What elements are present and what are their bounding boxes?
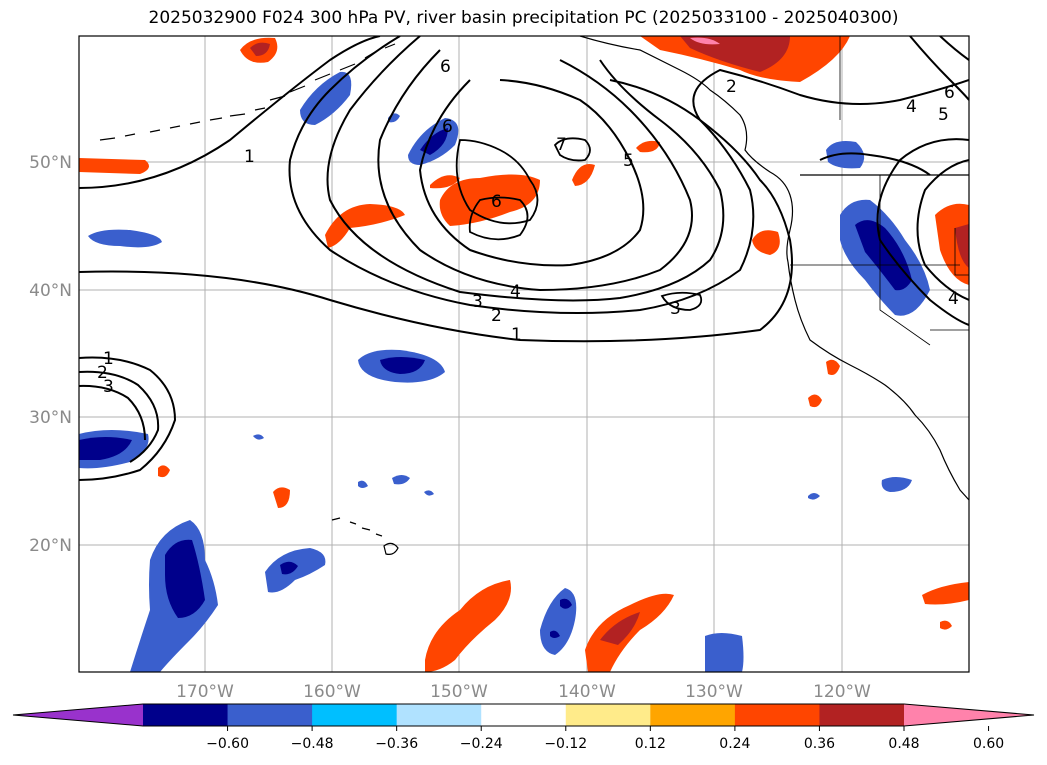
lat-label: 50°N [29, 153, 72, 173]
colorbar-tick-label: −0.24 [460, 736, 503, 752]
map-panel: 1 1 2 2 3 3 4 4 4 5 5 6 6 6 6 7 1 2 3 [79, 36, 969, 672]
lon-label: 150°W [430, 682, 488, 702]
lat-label: 30°N [29, 408, 72, 428]
colorbar-segment [565, 704, 651, 726]
contour-label: 3 [670, 299, 681, 319]
lon-label: 120°W [813, 682, 871, 702]
lat-label: 40°N [29, 281, 72, 301]
contour-label: 1 [103, 349, 114, 369]
colorbar-segment [650, 704, 736, 726]
colorbar-tick-label: −0.12 [544, 736, 587, 752]
contour-label: 3 [472, 292, 483, 312]
colorbar-tick-label: 0.48 [888, 736, 919, 752]
colorbar-segment [734, 704, 820, 726]
lon-label: 170°W [176, 682, 234, 702]
colorbar-segment [227, 704, 313, 726]
colorbar-segment [481, 704, 567, 726]
contour-label: 4 [948, 289, 959, 309]
colorbar-segment [819, 704, 905, 726]
colorbar-tick-label: 0.12 [635, 736, 666, 752]
contour-label: 6 [442, 117, 453, 137]
gridlines [79, 36, 969, 672]
coastlines [99, 36, 969, 555]
longitude-labels: 170°W 160°W 150°W 140°W 130°W 120°W [176, 682, 871, 702]
contour-label: 3 [103, 377, 114, 397]
lon-label: 130°W [685, 682, 743, 702]
contour-label: 2 [491, 306, 502, 326]
colorbar-extend-low [13, 704, 143, 726]
colorbar-tick-label: −0.60 [206, 736, 249, 752]
contour-label: 5 [938, 105, 949, 125]
latitude-labels: 50°N 40°N 30°N 20°N [29, 153, 72, 556]
map-frame [78, 35, 970, 673]
colorbar-segment [396, 704, 482, 726]
contour-label: 4 [906, 97, 917, 117]
colorbar-segment [312, 704, 398, 726]
contour-labels: 1 1 2 2 3 3 4 4 4 5 5 6 6 6 6 7 1 2 3 [97, 57, 959, 397]
pv-contours [79, 36, 969, 481]
colorbar-segment [143, 704, 229, 726]
contour-label: 4 [510, 282, 521, 302]
contour-label: 1 [244, 147, 255, 167]
map-title: 2025032900 F024 300 hPa PV, river basin … [148, 8, 899, 28]
contour-label: 2 [97, 363, 108, 383]
colorbar: −0.60 −0.48 −0.36 −0.24 −0.12 0.12 0.24 0.36 0.4… [12, 703, 1035, 752]
lat-label: 20°N [29, 536, 72, 556]
lon-label: 160°W [303, 682, 361, 702]
lon-label: 140°W [558, 682, 616, 702]
contour-label: 6 [491, 192, 502, 212]
contour-label: 7 [556, 135, 567, 155]
colorbar-tick-label: 0.60 [973, 736, 1004, 752]
colorbar-tick-label: −0.36 [375, 736, 418, 752]
contour-label: 5 [623, 151, 634, 171]
contour-label: 1 [511, 325, 522, 345]
colorbar-outline [12, 703, 1035, 727]
contour-label: 2 [726, 77, 737, 97]
colorbar-tick-label: 0.36 [804, 736, 835, 752]
contour-label: 6 [944, 83, 955, 103]
contour-label: 6 [440, 57, 451, 77]
colorbar-extend-high [904, 704, 1034, 726]
colorbar-tick-label: −0.48 [291, 736, 334, 752]
colorbar-tick-label: 0.24 [719, 736, 750, 752]
precip-shading [79, 36, 969, 672]
